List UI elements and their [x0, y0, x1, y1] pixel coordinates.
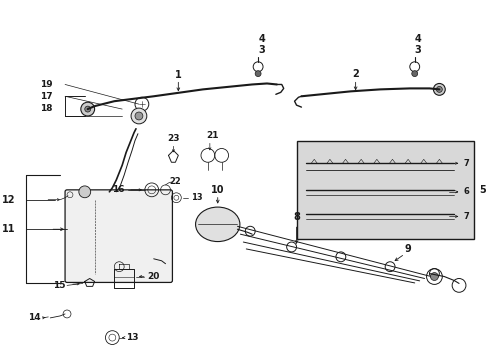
Circle shape — [409, 62, 419, 72]
Text: 16: 16 — [111, 185, 124, 194]
Text: 12: 12 — [2, 195, 16, 205]
Circle shape — [411, 71, 417, 77]
Text: 4: 4 — [413, 34, 420, 44]
Circle shape — [135, 112, 142, 120]
Text: 19: 19 — [40, 80, 52, 89]
Text: 23: 23 — [167, 134, 179, 143]
Circle shape — [81, 102, 94, 116]
Text: 21: 21 — [206, 131, 219, 140]
Text: 1: 1 — [175, 69, 182, 80]
Text: 9: 9 — [404, 244, 410, 254]
Circle shape — [385, 262, 394, 271]
Circle shape — [131, 108, 146, 124]
Circle shape — [253, 62, 263, 72]
Circle shape — [286, 242, 296, 252]
Text: 8: 8 — [292, 212, 299, 222]
Circle shape — [428, 269, 438, 279]
Text: 15: 15 — [52, 281, 65, 290]
Text: 6: 6 — [454, 187, 469, 196]
Circle shape — [429, 273, 437, 280]
Text: 13: 13 — [126, 333, 138, 342]
Circle shape — [245, 226, 255, 236]
Text: 11: 11 — [2, 224, 16, 234]
Text: 20: 20 — [146, 272, 159, 281]
Text: 7: 7 — [454, 159, 469, 168]
Text: 7: 7 — [454, 212, 469, 221]
Text: 2: 2 — [351, 69, 358, 78]
Circle shape — [79, 186, 90, 198]
Text: 10: 10 — [210, 185, 224, 195]
Text: 13: 13 — [191, 193, 203, 202]
Circle shape — [335, 252, 345, 262]
Ellipse shape — [195, 207, 240, 242]
Text: 3: 3 — [413, 45, 420, 55]
Text: 5: 5 — [479, 185, 486, 195]
Bar — [296, 141, 473, 239]
Circle shape — [435, 86, 442, 92]
Circle shape — [451, 279, 465, 292]
Circle shape — [255, 71, 261, 77]
Text: 22: 22 — [169, 177, 181, 186]
Text: 18: 18 — [40, 104, 52, 113]
Text: 4: 4 — [258, 34, 265, 44]
Text: 14: 14 — [28, 314, 41, 323]
FancyBboxPatch shape — [65, 190, 172, 283]
Text: 17: 17 — [40, 92, 52, 101]
Circle shape — [84, 106, 90, 112]
Circle shape — [432, 84, 445, 95]
Text: 3: 3 — [258, 45, 265, 55]
